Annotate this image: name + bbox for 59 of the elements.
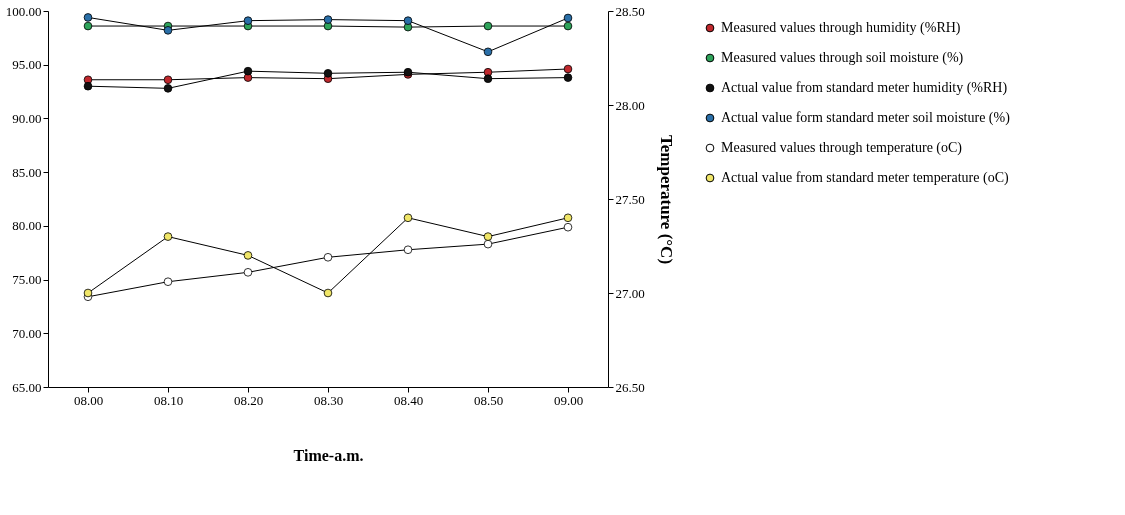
y2-tick-label: 27.00 (615, 285, 645, 301)
point (563, 213, 573, 223)
legend-label: Actual value from standard meter temperature (oC) (721, 170, 1009, 186)
point (83, 13, 93, 22)
legend-label: Actual value form standard meter soil moisture (%) (721, 110, 1011, 126)
point (243, 16, 253, 25)
point (163, 75, 173, 85)
x-tick-label: 08.30 (313, 392, 344, 408)
point (323, 15, 333, 24)
y-tick-label: 70.00 (12, 325, 42, 341)
point (243, 268, 253, 277)
x-tick-label: 08.50 (473, 392, 504, 408)
point (483, 74, 493, 83)
point (323, 69, 333, 78)
point (163, 26, 173, 35)
point (243, 251, 253, 260)
y-tick-label: 65.00 (12, 379, 42, 395)
y-tick-label: 90.00 (12, 110, 42, 126)
point (483, 232, 493, 241)
point (163, 84, 173, 93)
point (563, 13, 573, 23)
legend-label: Measured values through temperature (oC) (721, 140, 963, 156)
y2-axis-title: Temperature (°C) (656, 134, 676, 265)
y-tick-label: 95.00 (12, 57, 42, 73)
point (403, 16, 413, 25)
point (563, 222, 573, 232)
point (243, 66, 253, 76)
y2-tick-label: 27.50 (615, 191, 645, 207)
legend-label: Actual value from standard meter humidity (%RH) (721, 80, 1008, 96)
x-tick-label: 08.20 (233, 392, 264, 408)
point (403, 245, 413, 255)
x-tick-label: 08.00 (73, 392, 104, 408)
point (483, 239, 493, 249)
point (163, 277, 173, 286)
point (83, 288, 93, 298)
y2-tick-label: 28.00 (615, 97, 645, 113)
point (323, 288, 333, 298)
y-tick-label: 100.00 (5, 3, 42, 19)
point (563, 73, 573, 82)
point (163, 232, 173, 241)
x-tick-label: 08.40 (393, 392, 424, 408)
point (563, 64, 573, 74)
legend-label: Measured values through soil moisture (%) (721, 50, 964, 66)
point (83, 81, 93, 91)
point (483, 21, 493, 31)
point (323, 253, 333, 262)
point (483, 47, 493, 57)
legend-label: Measured values through humidity (%RH) (721, 20, 961, 36)
point (83, 21, 93, 31)
y-tick-label: 75.00 (12, 272, 42, 288)
x-tick-label: 09.00 (553, 392, 584, 408)
y-tick-label: 85.00 (12, 164, 42, 180)
y2-tick-label: 28.50 (615, 3, 645, 19)
y-tick-label: 80.00 (12, 218, 42, 234)
x-tick-label: 08.10 (153, 392, 184, 408)
point (403, 213, 413, 223)
point (563, 21, 573, 31)
y2-tick-label: 26.50 (615, 379, 645, 395)
x-axis-title: Time-a.m. (293, 446, 364, 464)
